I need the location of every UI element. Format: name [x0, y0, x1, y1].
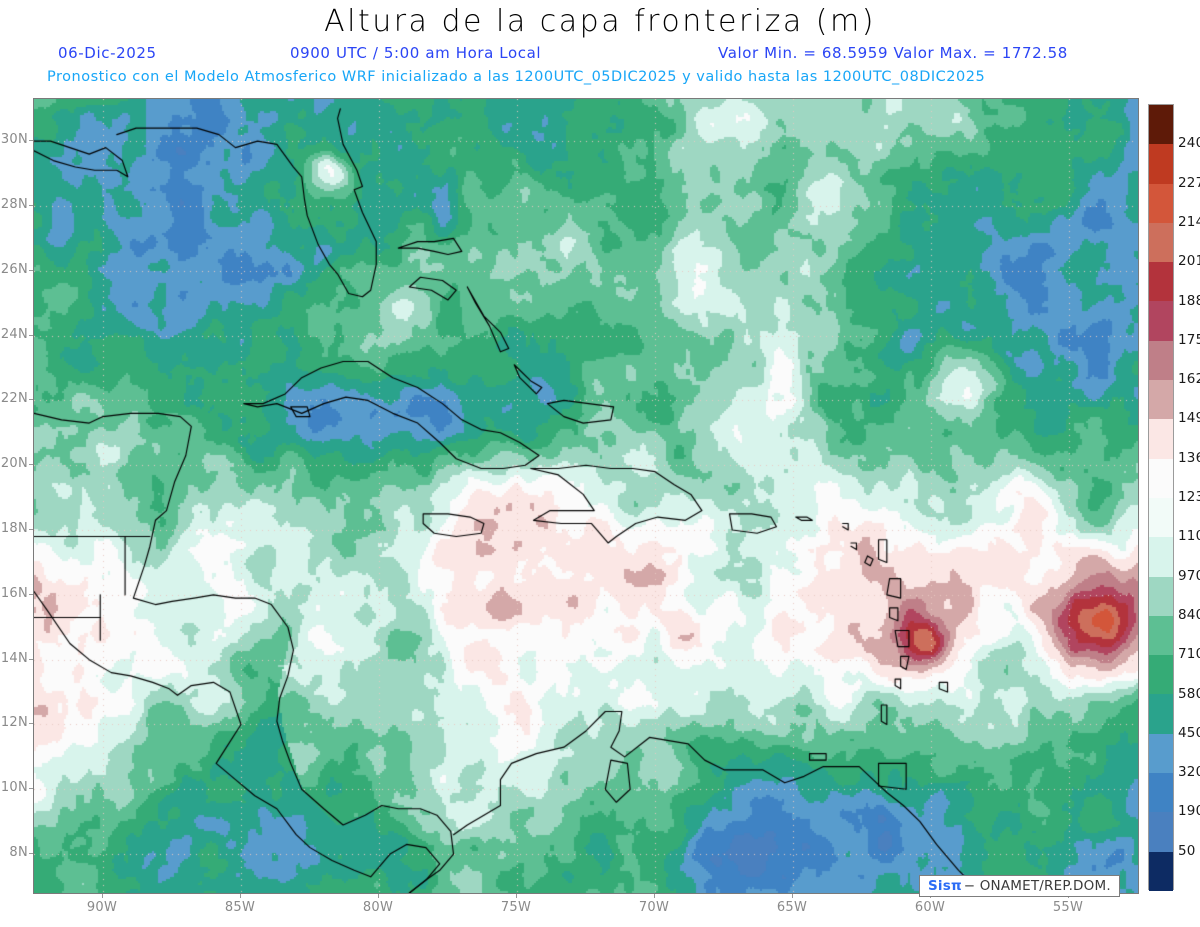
colorbar-tick-2400: 2400: [1178, 135, 1200, 152]
colorbar-segment-190: [1149, 773, 1173, 813]
lat-tick-18N: 18N: [0, 521, 28, 537]
colorbar-segment-lowest: [1149, 851, 1173, 891]
colorbar-tick-1750: 1750: [1178, 331, 1200, 348]
lat-tick-mark: [29, 658, 33, 660]
lon-tick-65W: 65W: [776, 900, 808, 915]
lat-tick-mark: [29, 140, 33, 142]
colorbar-segment-580: [1149, 655, 1173, 695]
colorbar-tick-2270: 2270: [1178, 174, 1200, 191]
colorbar-segment-1880: [1149, 262, 1173, 302]
colorbar-tick-970: 970: [1178, 567, 1200, 584]
lon-tick-mark: [240, 894, 241, 898]
page-title: Altura de la capa fronteriza (m): [324, 4, 876, 39]
pi-icon: π: [951, 878, 962, 894]
colorbar-segment-970: [1149, 537, 1173, 577]
lat-tick-mark: [29, 529, 33, 531]
lon-tick-60W: 60W: [914, 900, 946, 915]
lon-tick-mark: [792, 894, 793, 898]
colorbar-segment-1100: [1149, 497, 1173, 538]
colorbar-segment-1490: [1149, 380, 1173, 420]
attribution-badge: Sis π − ONAMET/REP.DOM.: [919, 875, 1120, 897]
lat-tick-24N: 24N: [0, 326, 28, 342]
brand-name: Sis: [928, 878, 951, 894]
colorbar-segment-2140: [1149, 183, 1173, 223]
model-run-description: Pronostico con el Modelo Atmosferico WRF…: [47, 69, 986, 85]
lon-tick-85W: 85W: [224, 900, 256, 915]
forecast-date: 06-Dic-2025: [58, 44, 157, 62]
colorbar-segment-1360: [1149, 419, 1173, 459]
colorbar-tick-50: 50: [1178, 842, 1196, 859]
lon-tick-90W: 90W: [86, 900, 118, 915]
colorbar-tick-190: 190: [1178, 803, 1200, 820]
lon-tick-mark: [654, 894, 655, 898]
lat-tick-12N: 12N: [0, 715, 28, 731]
colorbar-segment-320: [1149, 733, 1173, 774]
lon-tick-55W: 55W: [1052, 900, 1084, 915]
colorbar-segment-2400: [1149, 105, 1173, 145]
lat-tick-mark: [29, 464, 33, 466]
lat-tick-16N: 16N: [0, 585, 28, 601]
colorbar-segment-50: [1149, 812, 1173, 852]
lat-tick-mark: [29, 853, 33, 855]
colorbar-segment-1620: [1149, 340, 1173, 381]
colorbar-tick-580: 580: [1178, 685, 1200, 702]
colorbar-segment-2270: [1149, 144, 1173, 184]
lon-tick-mark: [102, 894, 103, 898]
colorbar-tick-1100: 1100: [1178, 528, 1200, 545]
colorbar-segment-710: [1149, 615, 1173, 656]
lat-tick-mark: [29, 788, 33, 790]
colorbar-tick-1490: 1490: [1178, 410, 1200, 427]
agency-name: − ONAMET/REP.DOM.: [963, 878, 1111, 894]
lat-tick-22N: 22N: [0, 391, 28, 407]
lon-tick-mark: [516, 894, 517, 898]
lat-tick-10N: 10N: [0, 780, 28, 796]
lon-tick-70W: 70W: [638, 900, 670, 915]
colorbar-tick-710: 710: [1178, 646, 1200, 663]
colorbar: [1148, 104, 1174, 891]
colorbar-tick-2140: 2140: [1178, 213, 1200, 230]
boundary-layer-height-field: [34, 99, 1138, 893]
lat-tick-mark: [29, 593, 33, 595]
lat-tick-mark: [29, 399, 33, 401]
colorbar-tick-1230: 1230: [1178, 489, 1200, 505]
map-plot-area: [33, 98, 1139, 894]
colorbar-segment-840: [1149, 576, 1173, 616]
lat-tick-14N: 14N: [0, 650, 28, 666]
colorbar-tick-320: 320: [1178, 764, 1200, 781]
lon-tick-80W: 80W: [362, 900, 394, 915]
colorbar-segment-1230: [1149, 458, 1173, 498]
value-range-text: Valor Min. = 68.5959 Valor Max. = 1772.5…: [718, 44, 1068, 62]
lat-tick-mark: [29, 723, 33, 725]
colorbar-segment-1750: [1149, 301, 1173, 341]
lat-tick-28N: 28N: [0, 196, 28, 212]
colorbar-tick-1360: 1360: [1178, 449, 1200, 466]
lat-tick-mark: [29, 204, 33, 206]
colorbar-tick-450: 450: [1178, 724, 1200, 741]
lon-tick-mark: [378, 894, 379, 898]
forecast-time: 0900 UTC / 5:00 am Hora Local: [290, 44, 542, 62]
colorbar-tick-1620: 1620: [1178, 371, 1200, 388]
colorbar-tick-840: 840: [1178, 606, 1200, 623]
lat-tick-30N: 30N: [0, 132, 28, 148]
chart-header: Altura de la capa fronteriza (m) 06-Dic-…: [0, 0, 1200, 95]
lat-tick-mark: [29, 269, 33, 271]
colorbar-tick-1880: 1880: [1178, 292, 1200, 309]
lat-tick-26N: 26N: [0, 261, 28, 277]
colorbar-segment-2010: [1149, 222, 1173, 263]
colorbar-tick-2010: 2010: [1178, 253, 1200, 270]
lon-tick-75W: 75W: [500, 900, 532, 915]
lat-tick-mark: [29, 334, 33, 336]
lat-tick-8N: 8N: [9, 845, 28, 861]
colorbar-segment-450: [1149, 694, 1173, 734]
lat-tick-20N: 20N: [0, 456, 28, 472]
